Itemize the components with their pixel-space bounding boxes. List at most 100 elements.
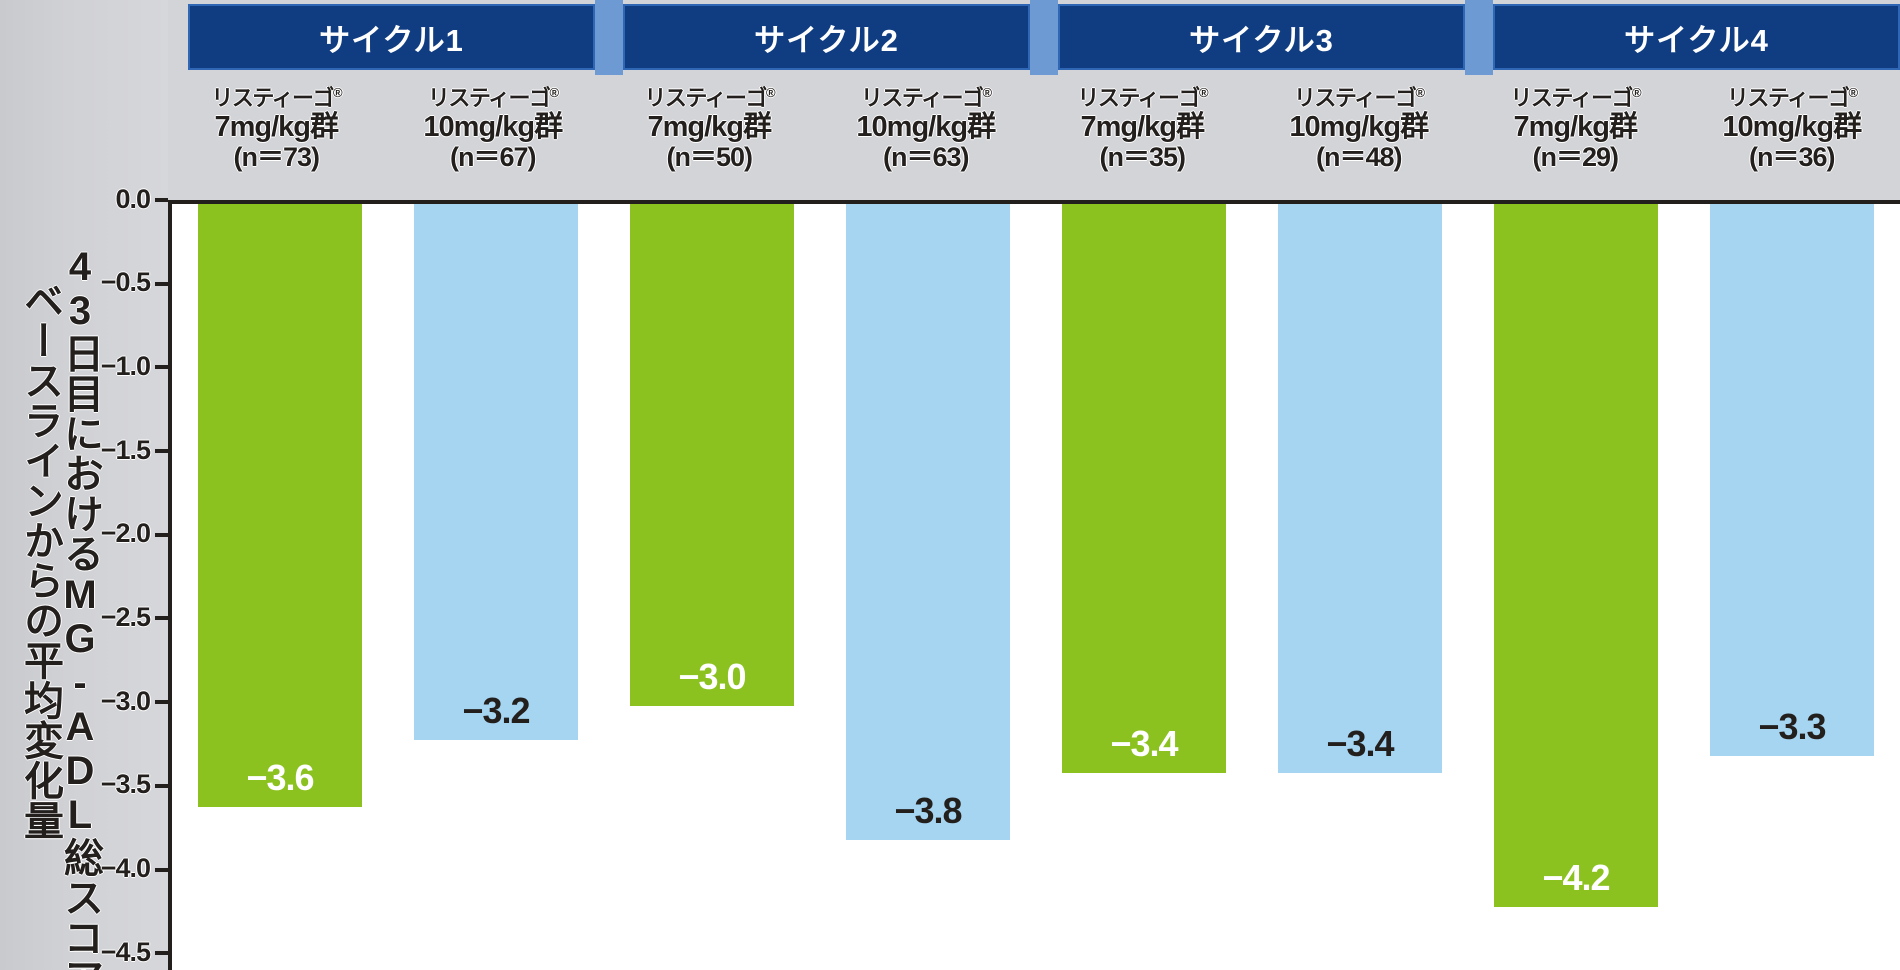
column-n-label: (n＝73) bbox=[233, 142, 320, 173]
registered-mark-icon: ® bbox=[549, 86, 560, 100]
y-tick-label: −3.0 bbox=[100, 685, 151, 716]
column-header-1: リスティーゴ® 7mg/kg群 (n＝73) bbox=[168, 86, 385, 200]
column-header-4: リスティーゴ® 10mg/kg群 (n＝63) bbox=[818, 86, 1035, 200]
column-n-label: (n＝63) bbox=[882, 142, 970, 173]
column-n-label: (n＝67) bbox=[449, 142, 537, 173]
column-brand-label: リスティーゴ® bbox=[644, 86, 776, 111]
y-tick-label: 0.0 bbox=[115, 183, 151, 214]
y-axis-title-line-1: 43日目におけるMG-ADL総スコアの bbox=[58, 245, 102, 970]
column-header-2: リスティーゴ® 10mg/kg群 (n＝67) bbox=[385, 86, 602, 200]
column-dose-label: 10mg/kg群 bbox=[1289, 111, 1429, 144]
bar[interactable]: −3.4 bbox=[1061, 204, 1227, 774]
cycle-separator bbox=[1030, 0, 1058, 75]
column-dose-label: 10mg/kg群 bbox=[1722, 111, 1862, 144]
cycle-header-4: サイクル4 bbox=[1493, 4, 1900, 70]
bar-slot: −3.6 bbox=[172, 204, 388, 970]
column-n-label: (n＝29) bbox=[1532, 142, 1619, 173]
bar[interactable]: −3.3 bbox=[1709, 204, 1875, 757]
column-brand-label: リスティーゴ® bbox=[1726, 86, 1859, 111]
column-brand-label: リスティーゴ® bbox=[1077, 86, 1209, 111]
y-axis-ticks: 0.0 −0.5 −1.0 −1.5 −2.0 −2.5 −3.0 −3.5 −4.0 −4.5 bbox=[0, 184, 168, 970]
registered-mark-icon: ® bbox=[1632, 86, 1642, 100]
registered-mark-icon: ® bbox=[1415, 86, 1426, 100]
y-tick-mark bbox=[155, 532, 168, 537]
cycle-separator bbox=[1465, 0, 1493, 75]
bar-value-label: −3.4 bbox=[1326, 723, 1394, 765]
bar-slot: −4.2 bbox=[1468, 204, 1684, 970]
column-headers: リスティーゴ® 7mg/kg群 (n＝73) リスティーゴ® 10mg/kg群 (n＝67… bbox=[168, 86, 1900, 200]
y-tick-label: −2.5 bbox=[100, 601, 151, 632]
bar-slot: −3.0 bbox=[604, 204, 820, 970]
left-gutter-background bbox=[0, 0, 168, 970]
y-tick-mark bbox=[155, 951, 168, 956]
column-header-7: リスティーゴ® 7mg/kg群 (n＝29) bbox=[1467, 86, 1684, 200]
y-tick-mark bbox=[155, 198, 168, 202]
y-tick-label: −4.0 bbox=[100, 853, 151, 884]
y-tick-mark bbox=[155, 281, 168, 286]
registered-mark-icon: ® bbox=[766, 86, 776, 100]
bar-value-label: −4.2 bbox=[1542, 857, 1610, 899]
bar[interactable]: −3.0 bbox=[629, 204, 795, 707]
column-brand-label: リスティーゴ® bbox=[1293, 86, 1426, 111]
registered-mark-icon: ® bbox=[982, 86, 993, 100]
column-brand-label: リスティーゴ® bbox=[427, 86, 560, 111]
bar-slot: −3.4 bbox=[1036, 204, 1252, 970]
bar[interactable]: −3.6 bbox=[197, 204, 363, 807]
cycle-header-2: サイクル2 bbox=[623, 4, 1030, 70]
column-header-6: リスティーゴ® 10mg/kg群 (n＝48) bbox=[1251, 86, 1468, 200]
bar-slot: −3.3 bbox=[1684, 204, 1900, 970]
cycle-header-3: サイクル3 bbox=[1058, 4, 1465, 70]
bar-slot: −3.4 bbox=[1252, 204, 1468, 970]
y-tick-label: −1.0 bbox=[100, 350, 151, 381]
column-dose-label: 7mg/kg群 bbox=[1513, 111, 1638, 144]
column-n-label: (n＝48) bbox=[1315, 142, 1403, 173]
y-tick-mark bbox=[155, 867, 168, 872]
bar[interactable]: −4.2 bbox=[1493, 204, 1659, 908]
registered-mark-icon: ® bbox=[333, 86, 343, 100]
column-brand-label: リスティーゴ® bbox=[1510, 86, 1642, 111]
column-dose-label: 10mg/kg群 bbox=[856, 111, 996, 144]
column-dose-label: 7mg/kg群 bbox=[647, 111, 772, 144]
registered-mark-icon: ® bbox=[1848, 86, 1859, 100]
column-dose-label: 7mg/kg群 bbox=[1080, 111, 1205, 144]
y-tick-mark bbox=[155, 616, 168, 621]
column-header-5: リスティーゴ® 7mg/kg群 (n＝35) bbox=[1034, 86, 1251, 200]
bar[interactable]: −3.8 bbox=[845, 204, 1011, 841]
bar-slot: −3.8 bbox=[820, 204, 1036, 970]
registered-mark-icon: ® bbox=[1199, 86, 1209, 100]
y-tick-label: −0.5 bbox=[100, 267, 151, 298]
y-axis-title: 43日目におけるMG-ADL総スコアの ベースラインからの平均変化量 bbox=[0, 210, 102, 970]
y-tick-label: −2.0 bbox=[100, 518, 151, 549]
y-tick-mark bbox=[155, 449, 168, 454]
column-dose-label: 10mg/kg群 bbox=[423, 111, 563, 144]
column-n-label: (n＝50) bbox=[666, 142, 753, 173]
bar-value-label: −3.4 bbox=[1110, 723, 1178, 765]
bar-value-label: −3.3 bbox=[1758, 706, 1826, 748]
bar-value-label: −3.2 bbox=[462, 689, 530, 731]
column-brand-label: リスティーゴ® bbox=[211, 86, 343, 111]
column-header-3: リスティーゴ® 7mg/kg群 (n＝50) bbox=[601, 86, 818, 200]
y-tick-mark bbox=[155, 783, 168, 788]
y-tick-mark bbox=[155, 700, 168, 705]
y-axis-title-line-2: ベースラインからの平均変化量 bbox=[18, 280, 62, 840]
bar-group: −3.6 −3.2 −3.0 −3.8 −3.4 −3.4 −4.2 −3.3 bbox=[172, 204, 1900, 970]
bar-value-label: −3.0 bbox=[678, 656, 746, 698]
column-brand-label: リスティーゴ® bbox=[860, 86, 993, 111]
y-tick-label: −4.5 bbox=[100, 936, 151, 967]
column-dose-label: 7mg/kg群 bbox=[214, 111, 339, 144]
bar-value-label: −3.8 bbox=[894, 790, 962, 832]
y-tick-mark bbox=[155, 365, 168, 370]
cycle-header-1: サイクル1 bbox=[188, 4, 595, 70]
plot-area: −3.6 −3.2 −3.0 −3.8 −3.4 −3.4 −4.2 −3.3 bbox=[168, 200, 1900, 970]
bar[interactable]: −3.4 bbox=[1277, 204, 1443, 774]
column-n-label: (n＝36) bbox=[1748, 142, 1836, 173]
y-tick-label: −1.5 bbox=[100, 434, 151, 465]
column-n-label: (n＝35) bbox=[1099, 142, 1186, 173]
column-header-8: リスティーゴ® 10mg/kg群 (n＝36) bbox=[1684, 86, 1900, 200]
cycle-header-band: サイクル1 サイクル2 サイクル3 サイクル4 bbox=[188, 0, 1900, 75]
y-tick-label: −3.5 bbox=[100, 769, 151, 800]
bar-value-label: −3.6 bbox=[246, 756, 314, 798]
cycle-separator bbox=[595, 0, 623, 75]
bar[interactable]: −3.2 bbox=[413, 204, 579, 740]
